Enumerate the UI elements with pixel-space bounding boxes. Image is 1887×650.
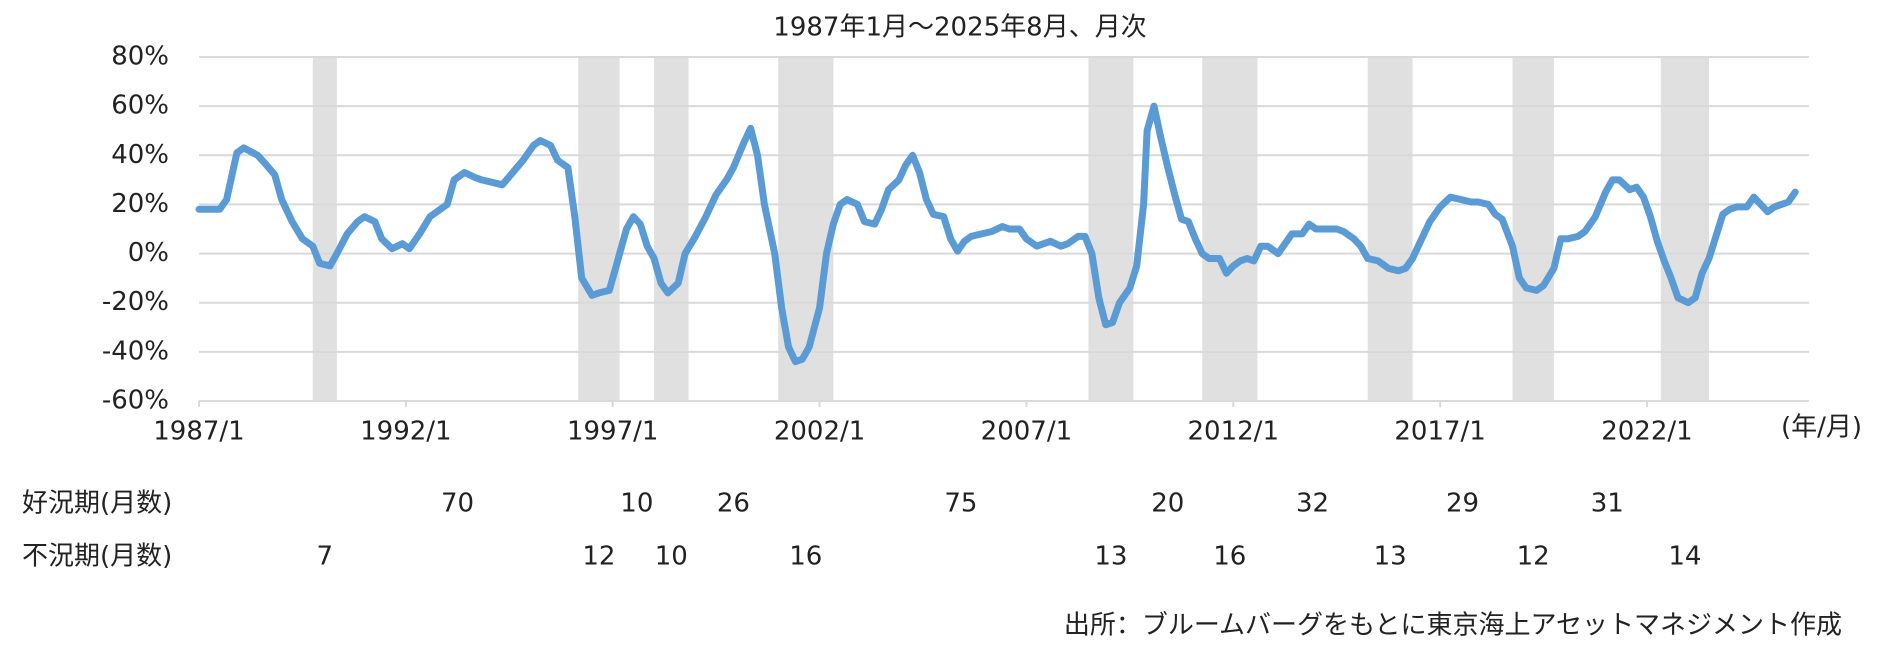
x-tick-label: 1987/1 <box>153 417 244 447</box>
recession-months: 14 <box>1668 542 1701 572</box>
expansion-months: 26 <box>717 489 750 519</box>
x-tick-label: 1992/1 <box>360 417 451 447</box>
recession-band <box>1202 57 1258 401</box>
recession-band <box>1367 57 1413 401</box>
y-tick-label: 40% <box>111 140 169 170</box>
recession-row-label: 不況期(月数) <box>22 542 172 572</box>
recession-months: 13 <box>1374 542 1407 572</box>
x-unit-label: (年/月) <box>1781 413 1862 443</box>
y-tick-label: -40% <box>102 336 169 366</box>
recession-months: 16 <box>789 542 822 572</box>
recession-months: 12 <box>1517 542 1550 572</box>
recession-months: 16 <box>1213 542 1246 572</box>
recession-band <box>654 57 689 401</box>
expansion-row-label: 好況期(月数) <box>22 489 172 519</box>
y-tick-label: 20% <box>111 189 169 219</box>
expansion-months: 10 <box>620 489 653 519</box>
expansion-months: 75 <box>944 489 977 519</box>
x-tick-label: 2017/1 <box>1394 417 1485 447</box>
chart-title: 1987年1月～2025年8月、月次 <box>773 13 1146 43</box>
x-tick-label: 1997/1 <box>567 417 658 447</box>
x-tick-label: 2002/1 <box>774 417 865 447</box>
source-note: 出所：ブルームバーグをもとに東京海上アセットマネジメント作成 <box>1064 611 1842 641</box>
recession-months: 10 <box>655 542 688 572</box>
y-tick-label: 0% <box>128 238 169 268</box>
data-line <box>195 102 1799 366</box>
expansion-months: 31 <box>1591 489 1624 519</box>
recession-band <box>312 57 337 401</box>
recession-band <box>1660 57 1710 401</box>
x-tick-label: 2007/1 <box>981 417 1072 447</box>
y-tick-label: 80% <box>111 42 169 72</box>
recession-months: 7 <box>317 542 334 572</box>
expansion-months: 70 <box>441 489 474 519</box>
y-tick-label: 60% <box>111 91 169 121</box>
recession-band <box>1512 57 1554 401</box>
expansion-months: 32 <box>1296 489 1329 519</box>
expansion-months: 29 <box>1446 489 1479 519</box>
x-tick-label: 2012/1 <box>1188 417 1279 447</box>
recession-band <box>578 57 620 401</box>
expansion-months: 20 <box>1151 489 1184 519</box>
y-tick-label: -60% <box>102 386 169 416</box>
recession-band <box>1088 57 1134 401</box>
recession-months: 12 <box>582 542 615 572</box>
x-tick-label: 2022/1 <box>1601 417 1692 447</box>
recession-months: 13 <box>1094 542 1127 572</box>
y-tick-label: -20% <box>102 287 169 317</box>
